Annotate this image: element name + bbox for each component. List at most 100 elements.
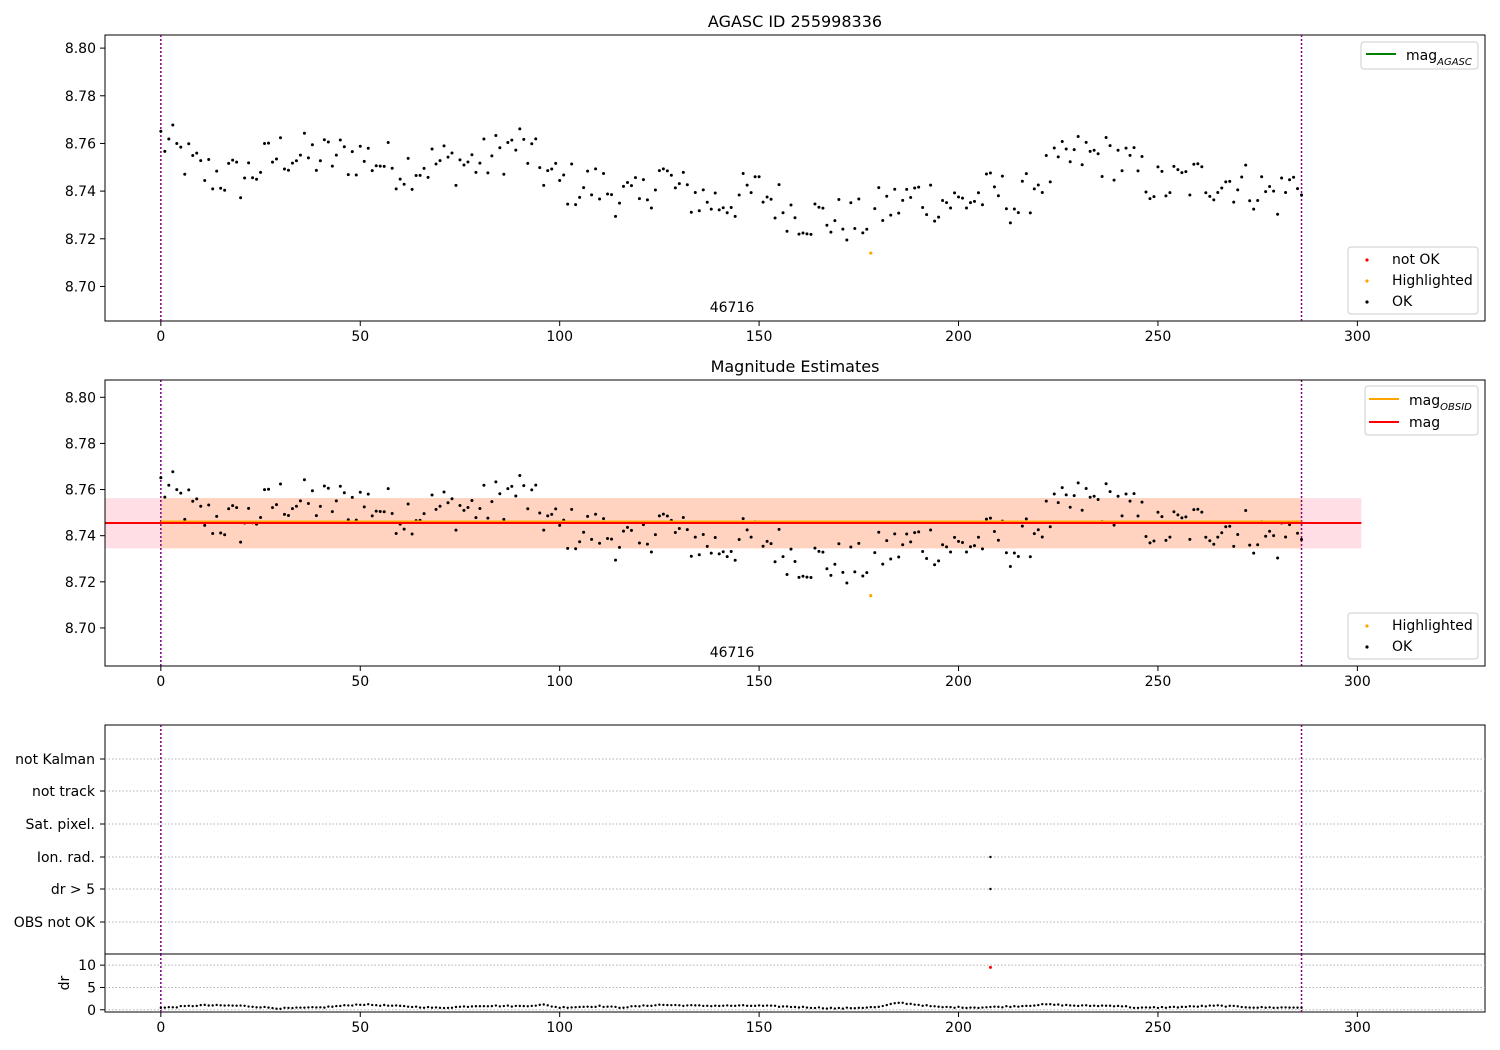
highlighted-legend-marker-2 xyxy=(1365,624,1369,628)
dr-point xyxy=(1076,1004,1080,1008)
magnitude-ytick-label: 8.80 xyxy=(65,390,96,406)
dr-point xyxy=(390,1004,394,1007)
ok-point xyxy=(1156,510,1160,514)
ok-point xyxy=(1212,198,1216,202)
ok-point xyxy=(203,523,207,527)
ok-point xyxy=(590,193,594,197)
dr-point xyxy=(315,1006,318,1009)
ok-point xyxy=(1028,211,1032,215)
dr-point xyxy=(1092,1004,1096,1007)
ok-point xyxy=(1068,505,1072,509)
ok-point xyxy=(171,123,175,127)
dr-point xyxy=(1037,1003,1040,1007)
dr-ytick-label: 5 xyxy=(87,980,96,996)
ok-point xyxy=(1004,551,1008,555)
ok-point xyxy=(988,516,992,520)
ok-point xyxy=(1200,510,1204,514)
ok-point xyxy=(937,215,941,219)
ok-point xyxy=(534,483,538,487)
dr-point xyxy=(406,1005,410,1008)
ok-point xyxy=(278,136,282,140)
dr-xtick-label: 200 xyxy=(945,1020,972,1036)
ok-point xyxy=(921,550,925,554)
ok-point xyxy=(1204,535,1208,539)
ok-point xyxy=(1160,169,1164,173)
ok-point xyxy=(542,528,546,532)
ok-point xyxy=(929,183,933,187)
ok-point xyxy=(338,138,342,142)
ok-point xyxy=(306,156,310,160)
dr-point xyxy=(554,1005,557,1009)
ok-point xyxy=(1032,187,1036,191)
ok-point xyxy=(857,197,861,201)
dr-point xyxy=(1009,1005,1012,1009)
ok-point xyxy=(282,512,286,516)
dr-point xyxy=(1296,1006,1299,1009)
ok-point xyxy=(681,170,685,174)
agasc-xtick-label: 300 xyxy=(1344,329,1371,345)
dr-point xyxy=(785,1005,789,1008)
ok-point xyxy=(1076,135,1080,139)
dr-point xyxy=(402,1004,406,1008)
dr-point xyxy=(622,1006,625,1009)
ok-point xyxy=(1296,531,1300,535)
highlighted-point xyxy=(869,251,873,255)
dr-point xyxy=(757,1004,761,1007)
ok-point xyxy=(1216,191,1220,195)
ok-point xyxy=(1060,486,1064,490)
ok-point xyxy=(478,161,482,165)
ok-point xyxy=(366,492,370,496)
agasc-panel-title: AGASC ID 255998336 xyxy=(708,12,882,31)
ok-point xyxy=(163,495,167,499)
dr-point xyxy=(769,1004,773,1007)
ok-point xyxy=(374,164,378,168)
ok-point xyxy=(665,514,669,518)
ok-point xyxy=(1196,162,1200,166)
dr-point xyxy=(522,1004,525,1008)
ok-point xyxy=(1300,537,1304,541)
ok-point xyxy=(845,238,849,242)
ok-point xyxy=(302,131,306,135)
dr-xtick-label: 50 xyxy=(351,1020,369,1036)
agasc-legend-lower-box xyxy=(1347,246,1479,315)
ok-point xyxy=(709,207,713,211)
ok-point xyxy=(602,171,606,175)
dr-point xyxy=(1041,1002,1044,1006)
dr-point xyxy=(303,1006,306,1009)
ok-point xyxy=(438,504,442,508)
ok-point xyxy=(1188,537,1192,541)
dr-point xyxy=(698,1004,701,1007)
dr-point xyxy=(1176,1006,1180,1009)
dr-point xyxy=(1029,1004,1032,1008)
dr-point xyxy=(1021,1004,1024,1008)
ok-point xyxy=(530,142,534,146)
ok-point xyxy=(586,169,590,173)
ok-point xyxy=(330,510,334,514)
ok-point xyxy=(657,514,661,518)
dr-point xyxy=(1144,1006,1148,1009)
ok-point xyxy=(522,484,526,488)
dr-point xyxy=(319,1006,322,1009)
dr-point xyxy=(371,1003,374,1007)
ok-point xyxy=(984,517,988,521)
dr-point xyxy=(1188,1005,1192,1008)
ok-point xyxy=(1092,148,1096,152)
dr-point xyxy=(793,1005,797,1009)
ok-point xyxy=(953,191,957,195)
ok-point xyxy=(259,170,263,174)
ok-point xyxy=(709,551,713,555)
ok-point xyxy=(290,507,294,511)
dr-point xyxy=(1136,1006,1140,1010)
ok-point xyxy=(510,138,514,142)
agasc-ytick-label: 8.72 xyxy=(65,232,96,248)
dr-point xyxy=(969,1006,972,1009)
ok-point xyxy=(159,129,163,133)
ok-point xyxy=(1064,493,1068,497)
dr-point xyxy=(925,1004,928,1007)
ok-point xyxy=(430,493,434,497)
ok-point xyxy=(965,206,969,210)
ok-point xyxy=(362,505,366,509)
dr-point xyxy=(1124,1005,1128,1008)
dr-point xyxy=(737,1004,741,1007)
ok-point xyxy=(602,517,606,521)
